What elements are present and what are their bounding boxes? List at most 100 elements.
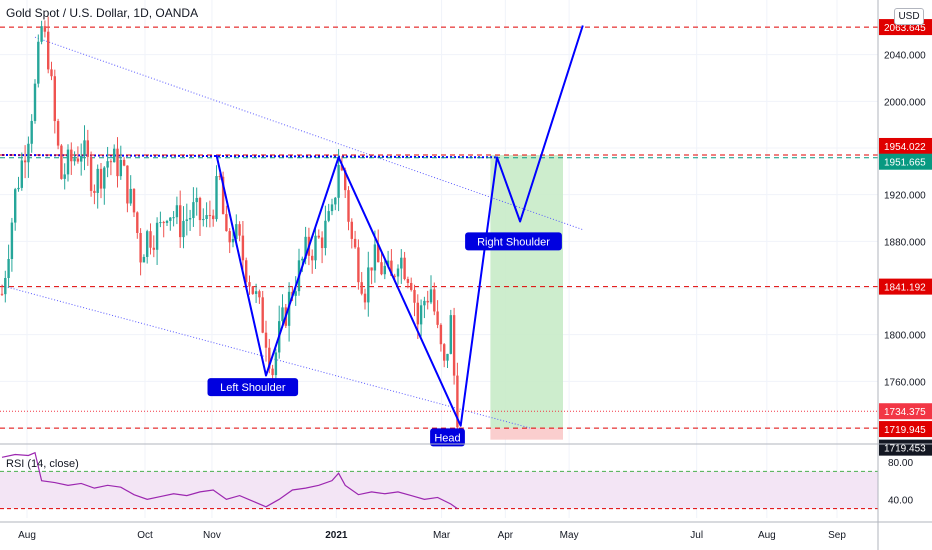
level-badge xyxy=(879,421,932,438)
candle-body xyxy=(452,315,456,376)
candle-body xyxy=(340,165,344,171)
candle-body xyxy=(264,332,268,348)
candle-body xyxy=(53,76,56,122)
candle-body xyxy=(225,214,228,232)
time-tick-label: Aug xyxy=(758,530,776,541)
candle-body xyxy=(146,231,149,257)
candle-body xyxy=(182,220,185,238)
rsi-line xyxy=(1,451,458,510)
candle-body xyxy=(23,160,27,163)
candle-body xyxy=(106,161,109,168)
candle-body xyxy=(419,305,423,325)
candle-body xyxy=(80,156,83,162)
candle-body xyxy=(89,156,93,191)
candle-body xyxy=(241,235,245,261)
candle-body xyxy=(370,267,373,271)
candle-body xyxy=(314,235,317,261)
candle-body xyxy=(350,221,353,239)
candle-body xyxy=(347,190,350,222)
candle-body xyxy=(60,145,63,179)
candle-body xyxy=(185,219,188,221)
candle-body xyxy=(449,315,452,354)
rsi-band xyxy=(0,471,878,509)
candle-body xyxy=(410,282,413,290)
time-tick-label: Oct xyxy=(137,530,153,541)
candle-body xyxy=(40,26,43,42)
annotation-label: Right Shoulder xyxy=(477,236,550,248)
annotation-box xyxy=(430,428,465,447)
level-label: 1951.665 xyxy=(884,158,926,169)
horizontal-levels: 2063.645 1954.022 1951.665 1841.192 1734.375… xyxy=(0,19,932,456)
candle-body xyxy=(218,176,221,178)
candle-body xyxy=(261,297,264,333)
neckline xyxy=(1,154,498,159)
candle-body xyxy=(188,218,192,220)
candle-body xyxy=(380,262,383,275)
candle-body xyxy=(443,344,446,361)
candle-body xyxy=(192,202,195,219)
candle-body xyxy=(228,231,231,243)
time-tick-label: 2021 xyxy=(325,530,348,541)
candle-body xyxy=(390,260,393,276)
level-label: 2063.645 xyxy=(884,23,926,34)
candle-body xyxy=(212,215,215,220)
chart-title: Gold Spot / U.S. Dollar, 1D, OANDA xyxy=(6,6,199,20)
candle-body xyxy=(7,259,10,279)
pattern-annotations: Left Shoulder Head Right Shoulder xyxy=(207,232,562,447)
candle-body xyxy=(43,26,47,32)
candle-body xyxy=(215,176,218,220)
candle-body xyxy=(93,190,96,193)
candle-body xyxy=(86,140,89,157)
candle-body xyxy=(439,324,443,345)
candle-body xyxy=(155,222,159,250)
candle-body xyxy=(324,220,327,249)
candle-body xyxy=(14,189,17,223)
candle-body xyxy=(429,289,433,303)
candle-body xyxy=(37,41,40,84)
price-tick-label: 2000.000 xyxy=(884,97,926,108)
price-tick-label: 1800.000 xyxy=(884,331,926,342)
price-tick-label: 1880.000 xyxy=(884,237,926,248)
rsi-pane: 80.00 40.00 xyxy=(0,451,913,510)
candle-body xyxy=(99,168,103,189)
candle-body xyxy=(116,148,119,177)
candle-body xyxy=(235,224,238,240)
rsi-tick-label: 80.00 xyxy=(888,458,913,469)
candle-body xyxy=(320,237,324,249)
candle-body xyxy=(162,222,165,224)
candle-body xyxy=(73,158,76,162)
candle-body xyxy=(396,268,400,277)
candle-body xyxy=(17,187,20,190)
candle-body xyxy=(152,247,155,250)
candle-body xyxy=(0,293,4,295)
candle-body xyxy=(360,282,363,294)
rsi-tick-label: 40.00 xyxy=(888,495,913,506)
candle-body xyxy=(413,289,416,303)
candlesticks xyxy=(0,16,459,435)
annotation-box xyxy=(207,378,299,397)
annotation-label: Head xyxy=(434,432,460,444)
candle-body xyxy=(175,205,179,218)
level-label: 1841.192 xyxy=(884,283,926,294)
candle-body xyxy=(136,212,139,233)
candle-body xyxy=(393,275,396,277)
candle-body xyxy=(268,347,271,369)
candle-body xyxy=(66,149,70,175)
currency-button[interactable]: USD xyxy=(894,8,924,25)
candle-body xyxy=(311,255,314,261)
candle-body xyxy=(248,282,251,287)
candle-body xyxy=(172,217,175,219)
head-and-shoulders-pattern xyxy=(215,25,584,427)
candle-body xyxy=(436,311,439,325)
candle-body xyxy=(83,140,86,157)
price-tick-label: 1760.000 xyxy=(884,377,926,388)
candle-body xyxy=(245,260,248,283)
candle-body xyxy=(76,158,80,162)
candle-body xyxy=(27,143,30,163)
candle-body xyxy=(126,165,129,204)
candle-body xyxy=(50,69,53,77)
candle-body xyxy=(63,174,66,179)
candle-body xyxy=(10,222,14,260)
